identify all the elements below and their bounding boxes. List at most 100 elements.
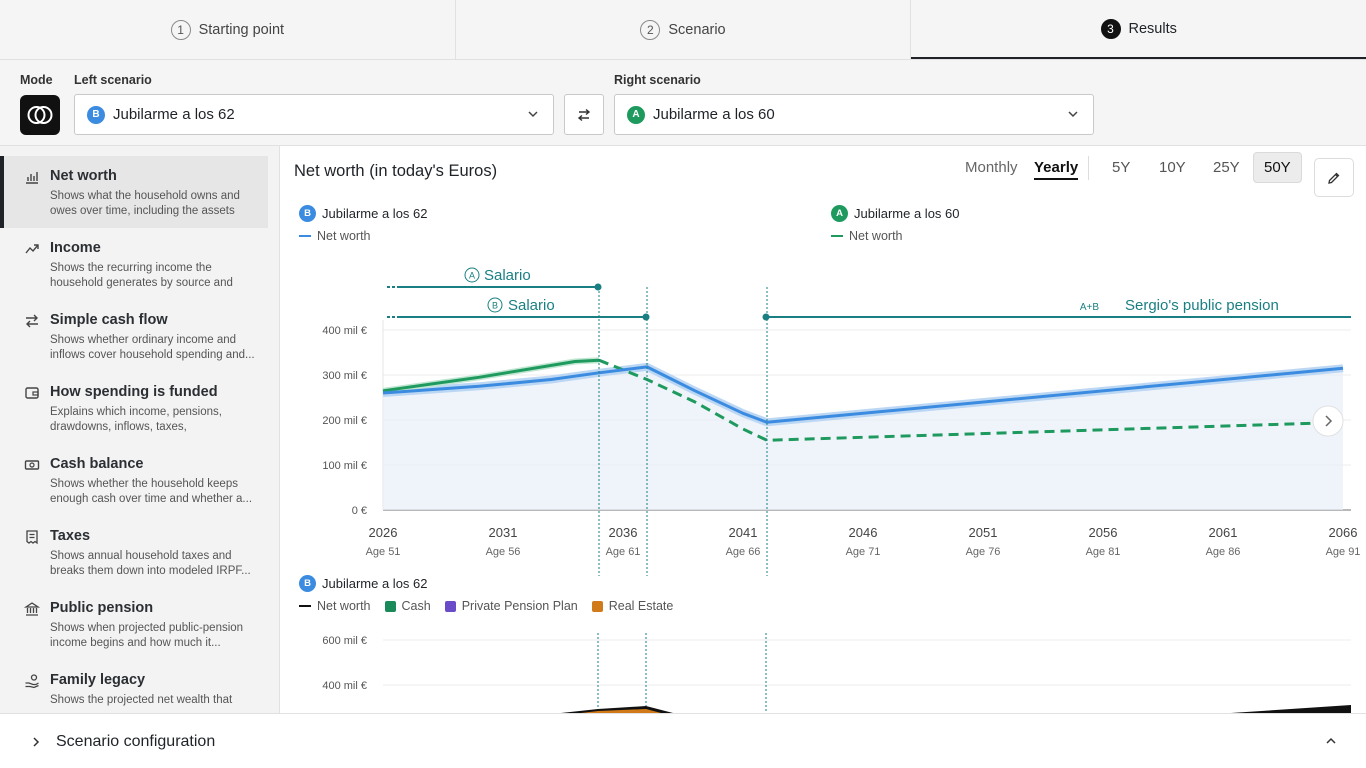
step-number: 3	[1100, 18, 1121, 39]
annotation-badge: B	[492, 301, 498, 311]
legend-item-cash[interactable]: Cash	[384, 599, 431, 613]
trend-up-icon	[25, 244, 39, 254]
swap-arrows-icon	[577, 108, 591, 121]
legend-line-swatch	[831, 235, 843, 237]
sidebar-item-desc: Shows the projected net wealth that	[50, 694, 233, 706]
x-tick-label: 2036	[609, 525, 638, 540]
annotation-salario-a[interactable]: A Salario	[387, 267, 602, 291]
x-sub-label: Age 56	[486, 546, 521, 558]
x-sub-label: Age 66	[726, 546, 761, 558]
legend-second-chart-series: Net worth Cash Private Pension Plan Real…	[299, 599, 683, 613]
toggle-yearly[interactable]: Yearly	[1034, 159, 1079, 180]
sidebar-item-desc: Shows annual household taxes and breaks …	[50, 550, 251, 577]
sidebar-item-desc: Shows when projected public-pension inco…	[50, 622, 244, 649]
step-number: 2	[640, 19, 661, 40]
legend-item-private-pension-plan[interactable]: Private Pension Plan	[444, 599, 578, 613]
chart-scroll-next-button[interactable]	[1312, 405, 1344, 437]
legend-item-real-estate[interactable]: Real Estate	[591, 599, 674, 613]
right-scenario-label: Right scenario	[614, 73, 701, 87]
sidebar-item-income[interactable]: Income Shows the recurring income the ho…	[0, 228, 279, 300]
chevron-right-icon	[33, 737, 40, 747]
x-sub-label: Age 51	[366, 546, 401, 558]
left-scenario-line	[382, 365, 1344, 424]
y-tick-label: 300 mil €	[322, 370, 367, 382]
legend-scenario-name: Jubilarme a los 60	[854, 206, 960, 221]
scenario-configuration-bar[interactable]: Scenario configuration	[0, 713, 1366, 768]
chart-title: Net worth (in today's Euros)	[294, 162, 498, 180]
legend-left-series[interactable]: Net worth	[299, 229, 371, 243]
right-scenario-select[interactable]: A Jubilarme a los 60	[614, 94, 1094, 135]
annotation-salario-b[interactable]: B Salario	[387, 297, 650, 321]
x-sub-label: Age 91	[1326, 546, 1361, 558]
range-5y[interactable]: 5Y	[1112, 159, 1131, 176]
overlap-circles-icon	[27, 106, 53, 124]
receipt-icon	[26, 530, 38, 545]
net-worth-comparison-chart: 0 €100 mil €200 mil €300 mil €400 mil € …	[322, 267, 1361, 576]
annotation-label: Salario	[508, 297, 555, 314]
sidebar-item-desc: Shows what the household owns and owes o…	[50, 190, 240, 217]
step-label: Starting point	[198, 21, 285, 38]
range-25y[interactable]: 25Y	[1213, 159, 1240, 176]
arrows-exchange-icon	[26, 314, 38, 328]
right-scenario-value: Jubilarme a los 60	[653, 106, 775, 123]
x-sub-label: Age 76	[966, 546, 1001, 558]
legend-right-series[interactable]: Net worth	[831, 229, 903, 243]
x-sub-label: Age 71	[846, 546, 881, 558]
sidebar-item-title: Income	[50, 240, 101, 256]
y-tick-label: 400 mil €	[322, 680, 367, 692]
x-tick-label: 2026	[369, 525, 398, 540]
sidebar-item-cash-balance[interactable]: Cash balance Shows whether the household…	[0, 444, 279, 516]
y-tick-label: 400 mil €	[322, 325, 367, 337]
sidebar-item-net-worth[interactable]: Net worth Shows what the household owns …	[0, 156, 268, 228]
scenario-configuration-title: Scenario configuration	[56, 733, 216, 750]
x-tick-label: 2046	[849, 525, 878, 540]
mode-label: Mode	[20, 73, 53, 87]
wizard-steps: 1 Starting point 2 Scenario 3 Results	[0, 0, 1366, 60]
right-scenario-line	[382, 358, 600, 393]
pencil-icon	[1328, 172, 1340, 184]
sidebar-item-title: Cash balance	[50, 456, 144, 472]
sidebar-item-title: Public pension	[50, 600, 154, 616]
chevron-up-icon[interactable]	[1325, 736, 1337, 746]
step-starting-point[interactable]: 1 Starting point	[0, 0, 456, 59]
step-scenario[interactable]: 2 Scenario	[456, 0, 912, 59]
annotation-badge: A	[469, 271, 475, 281]
legend-series-name: Net worth	[317, 229, 371, 243]
swap-scenarios-button[interactable]	[564, 94, 604, 135]
scenario-badge-a: A	[627, 105, 645, 124]
toggle-monthly[interactable]: Monthly	[965, 159, 1018, 176]
sidebar-item-desc: Shows the recurring income the household…	[50, 262, 233, 289]
left-scenario-select[interactable]: B Jubilarme a los 62	[74, 94, 554, 135]
annotation-label: Sergio's public pension	[1125, 297, 1279, 314]
legend-scenario-name: Jubilarme a los 62	[322, 576, 428, 591]
legend-color-swatch	[384, 600, 396, 612]
legend-right-scenario: A Jubilarme a los 60	[831, 205, 960, 222]
sidebar-item-public-pension[interactable]: Public pension Shows when projected publ…	[0, 588, 279, 660]
sidebar-item-desc: Shows whether the household keeps enough…	[50, 478, 253, 505]
stacked-area-tail	[1231, 705, 1351, 713]
sidebar-item-how-spending-is-funded[interactable]: How spending is funded Explains which in…	[0, 372, 279, 444]
legend-item-label: Real Estate	[608, 599, 674, 613]
annotation-public-pension[interactable]: A+B Sergio's public pension	[762, 297, 1352, 321]
x-sub-label: Age 86	[1206, 546, 1241, 558]
step-label: Scenario	[668, 21, 726, 38]
legend-item-net-worth[interactable]: Net worth	[299, 599, 371, 613]
range-10y[interactable]: 10Y	[1159, 159, 1186, 176]
step-results[interactable]: 3 Results	[911, 0, 1366, 59]
sidebar-item-simple-cash-flow[interactable]: Simple cash flow Shows whether ordinary …	[0, 300, 279, 372]
report-sidebar: Net worth Shows what the household owns …	[0, 146, 280, 713]
range-50y[interactable]: 50Y	[1253, 152, 1302, 183]
scenario-badge-b: B	[299, 575, 316, 592]
y-tick-label: 200 mil €	[322, 415, 367, 427]
annotation-badge: A+B	[1080, 302, 1100, 313]
edit-chart-button[interactable]	[1314, 158, 1354, 197]
sidebar-item-family-legacy[interactable]: Family legacy Shows the projected net we…	[0, 660, 279, 713]
legend-item-label: Net worth	[317, 599, 371, 613]
compare-mode-button[interactable]	[20, 95, 60, 135]
sidebar-item-desc: Explains which income, pensions, drawdow…	[50, 406, 222, 433]
scenario-badge-b: B	[87, 105, 105, 124]
x-tick-label: 2051	[969, 525, 998, 540]
sidebar-item-taxes[interactable]: Taxes Shows annual household taxes and b…	[0, 516, 279, 588]
left-scenario-label: Left scenario	[74, 73, 152, 87]
legend-left-scenario: B Jubilarme a los 62	[299, 205, 428, 222]
